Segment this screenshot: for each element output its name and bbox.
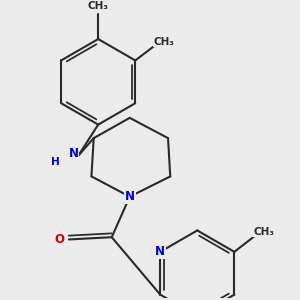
Text: O: O — [54, 233, 64, 246]
Text: H: H — [51, 157, 60, 166]
Text: CH₃: CH₃ — [88, 1, 109, 11]
Text: N: N — [68, 147, 78, 161]
Text: CH₃: CH₃ — [253, 226, 274, 237]
Text: N: N — [125, 190, 135, 203]
Text: CH₃: CH₃ — [154, 37, 175, 46]
Text: N: N — [155, 245, 165, 258]
